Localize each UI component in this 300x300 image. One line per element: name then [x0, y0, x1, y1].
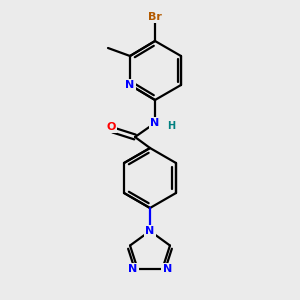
- Text: O: O: [106, 122, 116, 132]
- Text: N: N: [163, 264, 172, 274]
- Text: N: N: [146, 226, 154, 236]
- Text: H: H: [167, 121, 175, 131]
- Text: N: N: [150, 118, 160, 128]
- Text: N: N: [125, 80, 135, 90]
- Text: Br: Br: [148, 12, 162, 22]
- Text: N: N: [128, 264, 137, 274]
